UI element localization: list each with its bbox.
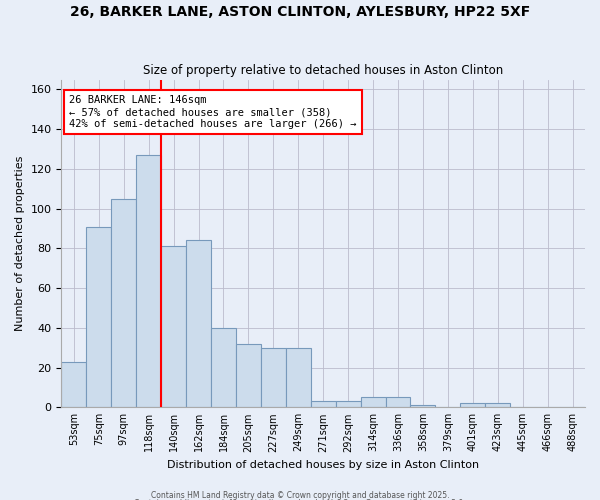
Bar — [286, 348, 311, 408]
Bar — [485, 404, 510, 407]
Bar — [261, 348, 286, 408]
Bar — [335, 402, 361, 407]
Bar — [161, 246, 186, 408]
X-axis label: Distribution of detached houses by size in Aston Clinton: Distribution of detached houses by size … — [167, 460, 479, 470]
Bar — [236, 344, 261, 407]
Bar — [186, 240, 211, 408]
Text: 26, BARKER LANE, ASTON CLINTON, AYLESBURY, HP22 5XF: 26, BARKER LANE, ASTON CLINTON, AYLESBUR… — [70, 5, 530, 19]
Bar — [361, 398, 386, 407]
Bar — [460, 404, 485, 407]
Bar — [211, 328, 236, 407]
Bar — [386, 398, 410, 407]
Text: 26 BARKER LANE: 146sqm
← 57% of detached houses are smaller (358)
42% of semi-de: 26 BARKER LANE: 146sqm ← 57% of detached… — [69, 96, 356, 128]
Bar — [311, 402, 335, 407]
Bar — [410, 406, 436, 407]
Text: Contains public sector information licensed under the Open Government Licence v3: Contains public sector information licen… — [134, 499, 466, 500]
Title: Size of property relative to detached houses in Aston Clinton: Size of property relative to detached ho… — [143, 64, 503, 77]
Bar — [136, 155, 161, 407]
Bar — [111, 198, 136, 408]
Bar — [61, 362, 86, 408]
Text: Contains HM Land Registry data © Crown copyright and database right 2025.: Contains HM Land Registry data © Crown c… — [151, 490, 449, 500]
Y-axis label: Number of detached properties: Number of detached properties — [15, 156, 25, 331]
Bar — [86, 226, 111, 408]
